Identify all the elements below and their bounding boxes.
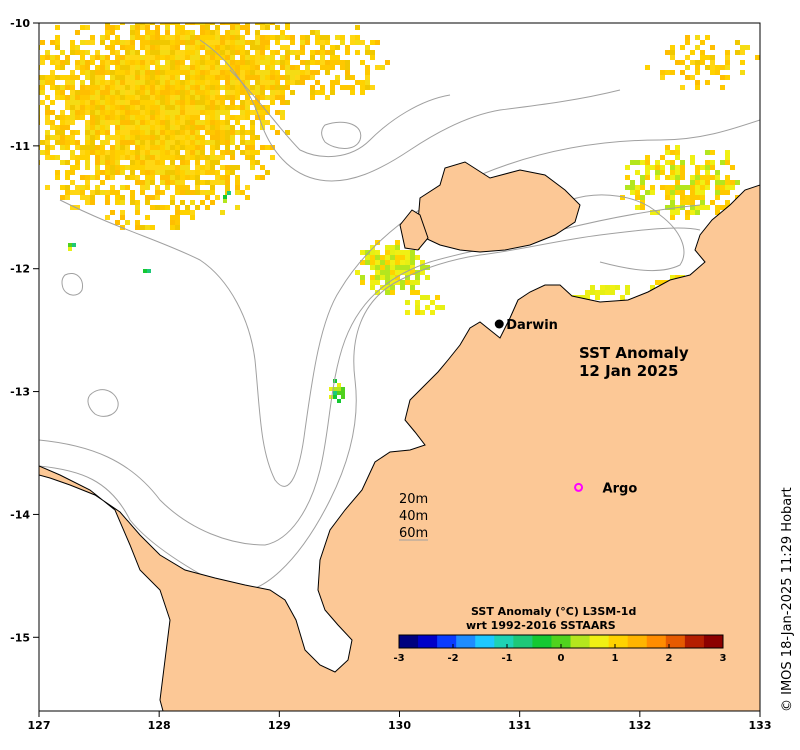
colorbar-tick-label: -1	[501, 653, 512, 664]
contour-gulf	[569, 194, 685, 272]
colorbar-swatch	[551, 635, 572, 648]
mainland	[39, 184, 760, 711]
colorbar-tick-label: 1	[612, 653, 619, 664]
depth-legend-60m: 60m	[399, 526, 428, 541]
landmass	[39, 161, 760, 711]
colorbar-swatch	[608, 635, 629, 648]
y-tick-label: -10	[10, 17, 30, 30]
colorbar-swatch	[437, 635, 457, 648]
colorbar-swatch	[399, 635, 419, 648]
x-tick-label: 130	[388, 719, 411, 732]
map-title-line2: 12 Jan 2025	[579, 362, 678, 380]
place-marker-dot	[494, 319, 504, 329]
colorbar-tick-label: -2	[447, 653, 458, 664]
axes: 127 128 129 130 131 132 133-10-11-12-13-14-15	[10, 17, 771, 732]
colorbar-tick-label: 2	[666, 653, 673, 664]
melville-island	[417, 161, 581, 253]
bathurst-island	[399, 209, 429, 251]
y-tick-label: -12	[10, 263, 30, 276]
depth-legend-20m: 20m	[399, 492, 428, 507]
contour-reef-2	[229, 69, 451, 158]
colorbar-swatch	[570, 635, 591, 648]
contour-20m	[39, 227, 701, 592]
colorbar-swatch	[418, 635, 438, 648]
contour-reef-1	[199, 39, 621, 182]
map-title-line1: SST Anomaly	[579, 344, 689, 362]
colorbar-swatch	[456, 635, 476, 648]
colorbar-swatch	[513, 635, 533, 648]
colorbar-swatch	[703, 635, 724, 648]
imos-credit: © IMOS 18-Jan-2025 11:29 Hobart	[780, 487, 795, 712]
place-markers: Darwin Argo	[494, 318, 638, 496]
colorbar-swatch	[494, 635, 514, 648]
colorbar-title-line2: wrt 1992-2016 SSTAARS	[466, 619, 616, 632]
y-tick-label: -11	[10, 140, 30, 153]
place-label: Darwin	[506, 318, 558, 333]
depth-legend-40m: 40m	[399, 509, 428, 524]
contour-60m	[59, 119, 760, 487]
colorbar-swatch	[665, 635, 686, 648]
colorbar-tick-label: -3	[393, 653, 404, 664]
y-tick-label: -13	[10, 386, 30, 399]
map-area	[39, 23, 760, 711]
x-tick-label: 129	[268, 719, 291, 732]
argo-float-marker	[574, 482, 584, 492]
contour-shoal-1	[87, 389, 119, 417]
sst-anomaly-field	[39, 23, 760, 403]
colorbar-swatches	[399, 635, 724, 648]
y-tick-label: -14	[10, 508, 30, 521]
x-tick-label: 131	[508, 719, 531, 732]
depth-legend: 20m 40m 60m	[399, 492, 428, 541]
place-label: Argo	[603, 481, 638, 496]
colorbar-swatch	[475, 635, 495, 648]
colorbar-tick-label: 3	[720, 653, 727, 664]
colorbar: SST Anomaly (°C) L3SM-1d wrt 1992-2016 S…	[393, 605, 726, 664]
contour-shoal-2	[61, 273, 84, 296]
colorbar-swatch	[684, 635, 705, 648]
colorbar-swatch	[627, 635, 648, 648]
x-tick-label: 133	[749, 719, 772, 732]
colorbar-swatch	[646, 635, 667, 648]
colorbar-swatch	[589, 635, 610, 648]
y-tick-label: -15	[10, 631, 30, 644]
colorbar-ticks: -3 -2 -1 0 1 2 3	[393, 644, 727, 664]
contour-shoal-3	[321, 121, 362, 149]
x-tick-label: 132	[628, 719, 651, 732]
colorbar-title-line1: SST Anomaly (°C) L3SM-1d	[471, 605, 636, 618]
colorbar-swatch	[532, 635, 552, 648]
x-tick-label: 128	[148, 719, 171, 732]
x-tick-label: 127	[28, 719, 51, 732]
colorbar-tick-label: 0	[558, 653, 565, 664]
